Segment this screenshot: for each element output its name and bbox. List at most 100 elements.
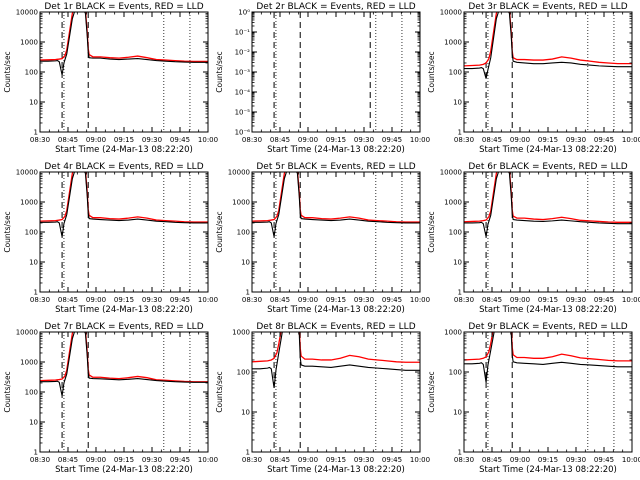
y-tick-label: 10⁻²: [235, 49, 251, 57]
x-tick-label: 08:30: [454, 136, 474, 144]
x-axis-label: Start Time (24-Mar-13 08:22:20): [55, 305, 193, 315]
y-tick-label: 10⁻⁵: [235, 109, 251, 117]
y-tick-label: 10000: [16, 329, 38, 337]
x-tick-label: 09:00: [510, 296, 530, 304]
y-axis-label: Counts/sec: [3, 51, 12, 92]
plot-frame: [39, 331, 209, 453]
series-events: [464, 332, 632, 383]
series-events: [464, 12, 632, 79]
x-tick-label: 09:00: [86, 296, 106, 304]
x-tick-label: 08:30: [30, 136, 50, 144]
y-axis-label: Counts/sec: [215, 51, 224, 92]
x-tick-label: 09:00: [86, 456, 106, 464]
x-tick-label: 09:45: [594, 296, 614, 304]
x-tick-label: 09:30: [354, 456, 374, 464]
series-lld: [252, 172, 420, 223]
plot-frame: [39, 11, 209, 133]
y-tick-label: 1000: [444, 329, 462, 337]
panel-det-7: Det 7r BLACK = Events, RED = LLD 1 10 100 10…: [3, 322, 218, 475]
x-tick-label: 09:30: [142, 296, 162, 304]
panel-title: Det 7r BLACK = Events, RED = LLD: [44, 322, 203, 332]
y-tick-label: 1000: [444, 199, 462, 207]
x-tick-label: 09:30: [354, 136, 374, 144]
y-tick-label: 1000: [232, 329, 250, 337]
x-tick-label: 09:45: [382, 456, 402, 464]
series-lld: [464, 332, 632, 362]
x-tick-label: 08:30: [242, 456, 262, 464]
panel-title: Det 5r BLACK = Events, RED = LLD: [256, 162, 415, 172]
y-tick-label: 10: [453, 259, 462, 267]
y-tick-label: 10⁰: [238, 9, 250, 17]
y-tick-label: 10⁻¹: [235, 29, 251, 37]
plot-frame: [463, 171, 633, 293]
series-events: [464, 172, 632, 237]
y-tick-label: 10⁻⁶: [235, 129, 251, 137]
x-tick-label: 08:30: [454, 456, 474, 464]
x-tick-label: 09:15: [326, 136, 346, 144]
y-tick-label: 1000: [20, 359, 38, 367]
x-tick-label: 10:00: [622, 136, 640, 144]
series-events: [252, 332, 420, 388]
x-tick-label: 09:30: [566, 136, 586, 144]
x-tick-label: 09:30: [566, 456, 586, 464]
series-events: [40, 332, 208, 396]
x-axis-label: Start Time (24-Mar-13 08:22:20): [55, 145, 193, 155]
x-tick-label: 10:00: [410, 136, 430, 144]
x-tick-label: 09:00: [510, 136, 530, 144]
panel-title: Det 6r BLACK = Events, RED = LLD: [468, 162, 627, 172]
x-tick-label: 09:15: [538, 296, 558, 304]
panel-det-4: Det 4r BLACK = Events, RED = LLD 1 10 100 10…: [3, 162, 218, 315]
y-tick-label: 10000: [228, 169, 250, 177]
y-tick-label: 100: [237, 369, 250, 377]
x-tick-label: 10:00: [198, 456, 218, 464]
series-events: [40, 12, 208, 76]
x-tick-label: 09:15: [114, 136, 134, 144]
x-tick-label: 08:30: [242, 296, 262, 304]
x-tick-label: 09:45: [594, 456, 614, 464]
x-tick-label: 09:30: [354, 296, 374, 304]
x-tick-label: 09:15: [538, 136, 558, 144]
y-tick-label: 1: [34, 449, 38, 457]
y-tick-label: 100: [237, 229, 250, 237]
series-lld: [252, 332, 420, 363]
x-tick-label: 09:15: [538, 456, 558, 464]
y-tick-label: 10: [29, 259, 38, 267]
x-axis-label: Start Time (24-Mar-13 08:22:20): [267, 465, 405, 475]
panel-title: Det 4r BLACK = Events, RED = LLD: [44, 162, 203, 172]
x-tick-label: 09:45: [170, 136, 190, 144]
panel-det-1: Det 1r BLACK = Events, RED = LLD 1 10 100 10…: [3, 2, 218, 155]
x-tick-label: 10:00: [410, 296, 430, 304]
y-tick-label: 1: [246, 289, 250, 297]
x-tick-label: 09:45: [382, 136, 402, 144]
y-tick-label: 1: [34, 129, 38, 137]
x-axis-label: Start Time (24-Mar-13 08:22:20): [479, 305, 617, 315]
x-tick-label: 10:00: [410, 456, 430, 464]
y-tick-label: 10000: [16, 9, 38, 17]
y-tick-label: 100: [25, 229, 38, 237]
x-axis-label: Start Time (24-Mar-13 08:22:20): [479, 145, 617, 155]
y-tick-label: 100: [25, 389, 38, 397]
y-tick-label: 10: [453, 409, 462, 417]
x-tick-label: 08:30: [242, 136, 262, 144]
x-tick-label: 09:00: [298, 296, 318, 304]
y-tick-label: 1: [34, 289, 38, 297]
x-axis-label: Start Time (24-Mar-13 08:22:20): [267, 305, 405, 315]
plot-frame: [251, 171, 421, 293]
y-tick-label: 1000: [20, 199, 38, 207]
panel-det-8: Det 8r BLACK = Events, RED = LLD 1 10 100 10…: [215, 322, 430, 475]
y-tick-label: 10000: [440, 9, 462, 17]
y-tick-label: 1: [246, 449, 250, 457]
x-tick-label: 10:00: [198, 296, 218, 304]
x-tick-label: 09:30: [142, 136, 162, 144]
y-tick-label: 100: [449, 69, 462, 77]
x-tick-label: 10:00: [622, 296, 640, 304]
x-tick-label: 08:45: [482, 456, 502, 464]
panel-det-2: Det 2r BLACK = Events, RED = LLD 10⁻⁶ 10⁻⁵…: [215, 2, 430, 155]
x-tick-label: 09:15: [326, 296, 346, 304]
x-tick-label: 09:00: [510, 456, 530, 464]
y-tick-label: 10000: [16, 169, 38, 177]
series-events: [252, 172, 420, 237]
x-tick-label: 09:00: [86, 136, 106, 144]
x-tick-label: 09:30: [566, 296, 586, 304]
